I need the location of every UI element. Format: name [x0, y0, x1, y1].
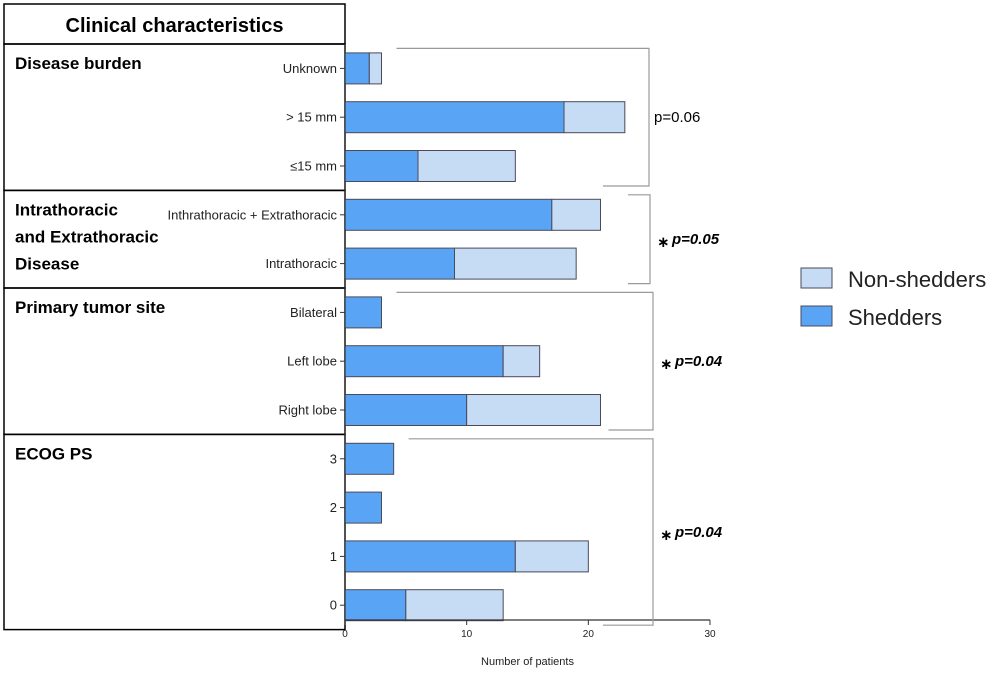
pvalue-bracket — [396, 47, 650, 187]
bar-shedders — [344, 589, 407, 622]
x-tick-label: 20 — [583, 629, 595, 640]
category-label: Intrathoracic — [265, 256, 337, 271]
legend-label-shedders: Shedders — [848, 305, 942, 330]
bar-shedders — [344, 491, 382, 524]
category-label: 3 — [330, 451, 337, 466]
pvalue-bracket — [408, 438, 654, 626]
group-title-1: Disease — [15, 254, 79, 273]
bar-non-shedders — [551, 198, 601, 231]
bar-shedders — [344, 150, 419, 182]
group-cell-3 — [3, 433, 346, 631]
bar-shedders — [344, 296, 382, 329]
x-tick-label: 10 — [461, 629, 473, 640]
bars: Unknown > 15 mm ≤15 mm Inthrathoracic + Ext… — [168, 52, 626, 622]
bar-non-shedders — [368, 52, 383, 85]
category-label: Left lobe — [287, 354, 337, 369]
group-title-0: Disease burden — [15, 54, 142, 73]
category-label: ≤15 mm — [290, 159, 337, 174]
pvalue-brackets: p=0.06∗ p=0.05∗ p=0.04∗ p=0.04 — [396, 47, 723, 626]
bar-shedders — [344, 52, 370, 85]
category-label: Right lobe — [278, 403, 337, 418]
pvalue-label: p=0.04 — [674, 524, 723, 541]
x-tick-label: 0 — [342, 629, 348, 640]
bar-shedders — [344, 442, 395, 475]
x-axis-title: Number of patients — [481, 656, 574, 668]
bar-shedders — [344, 198, 553, 231]
legend-swatch-non-shedders — [800, 267, 833, 289]
category-label: Unknown — [283, 61, 337, 76]
bar-shedders — [344, 101, 565, 134]
pvalue-bracket — [396, 291, 654, 431]
legend: Non-shedders Shedders — [800, 267, 986, 330]
pvalue-label: p=0.06 — [654, 109, 700, 126]
significance-asterisk: ∗ — [657, 234, 670, 251]
x-tick-label: 30 — [704, 629, 716, 640]
characteristics-table: Clinical characteristics Disease burden In… — [3, 3, 346, 631]
x-axis: 0 10 20 30 Number of patients — [342, 44, 716, 668]
category-label: 0 — [330, 598, 337, 613]
significance-asterisk: ∗ — [660, 527, 673, 544]
bar-non-shedders — [417, 150, 516, 182]
significance-asterisk: ∗ — [660, 356, 673, 373]
category-label: 1 — [330, 549, 337, 564]
legend-label-non-shedders: Non-shedders — [848, 267, 986, 292]
bar-non-shedders — [514, 540, 589, 573]
group-title-1: Intrathoracic — [15, 200, 118, 219]
group-title-3: ECOG PS — [15, 444, 92, 463]
pvalue-bracket — [628, 194, 651, 285]
category-label: > 15 mm — [286, 110, 337, 125]
bar-non-shedders — [502, 345, 541, 378]
bar-shedders — [344, 540, 516, 573]
bar-non-shedders — [454, 247, 577, 280]
category-label: Bilateral — [290, 305, 337, 320]
bar-non-shedders — [466, 394, 601, 426]
bar-non-shedders — [563, 101, 626, 134]
category-label: 2 — [330, 500, 337, 515]
pvalue-label: p=0.05 — [671, 231, 720, 248]
bar-shedders — [344, 345, 504, 378]
bar-shedders — [344, 247, 455, 280]
pvalue-label: p=0.04 — [674, 353, 723, 370]
category-label: Inthrathoracic + Extrathoracic — [168, 207, 338, 222]
group-title-1: and Extrathoracic — [15, 227, 159, 246]
bar-shedders — [344, 394, 468, 426]
group-title-2: Primary tumor site — [15, 298, 165, 317]
table-header-title: Clinical characteristics — [66, 15, 284, 37]
legend-swatch-shedders — [800, 305, 833, 327]
bar-non-shedders — [405, 589, 504, 622]
